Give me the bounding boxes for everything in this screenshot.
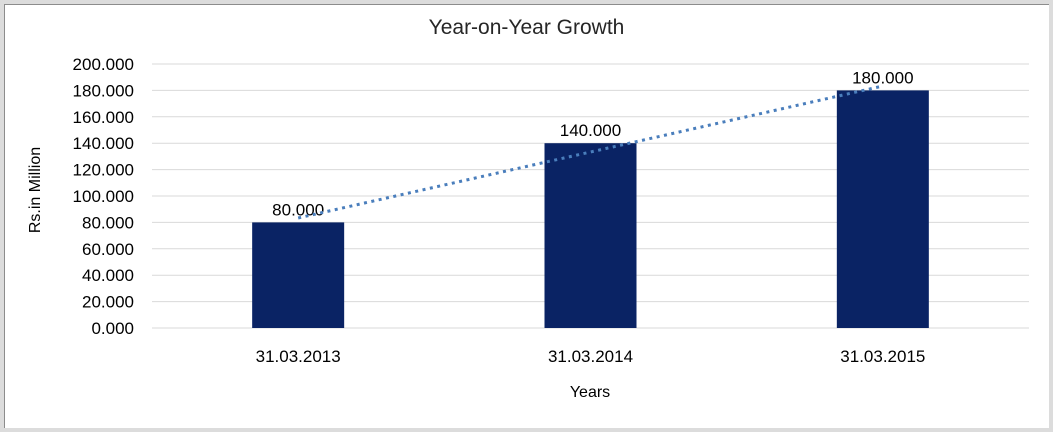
bar-chart-plot-area: 0.000 20.000 40.000 60.000 80.000 100.000 120.… <box>73 55 1029 366</box>
x-tick-label: 31.03.2013 <box>256 347 341 366</box>
y-tick-label: 200.000 <box>73 55 134 74</box>
y-tick-label: 120.000 <box>73 161 134 180</box>
trendline <box>297 84 884 220</box>
y-tick-label: 0.000 <box>91 319 134 338</box>
bar <box>544 143 637 328</box>
x-tick-label: 31.03.2015 <box>840 347 925 366</box>
bar <box>836 90 929 329</box>
y-tick-label: 180.000 <box>73 81 134 100</box>
y-tick-label: 160.000 <box>73 108 134 127</box>
bar-value-label: 180.000 <box>852 68 913 87</box>
chart-title: Year-on-Year Growth <box>428 16 625 39</box>
y-tick-label: 20.000 <box>82 293 134 312</box>
x-tick-label: 31.03.2014 <box>548 347 633 366</box>
y-tick-label: 100.000 <box>73 187 134 206</box>
y-tick-label: 140.000 <box>73 134 134 153</box>
y-axis-title: Rs.in Million <box>27 146 44 234</box>
y-tick-label: 40.000 <box>82 266 134 285</box>
bar-value-label: 80.000 <box>272 200 324 219</box>
y-tick-label: 80.000 <box>82 213 134 232</box>
bar-value-label: 140.000 <box>560 121 621 140</box>
x-axis-title: Years <box>569 384 611 401</box>
y-tick-label: 60.000 <box>82 240 134 259</box>
bar <box>252 222 345 328</box>
